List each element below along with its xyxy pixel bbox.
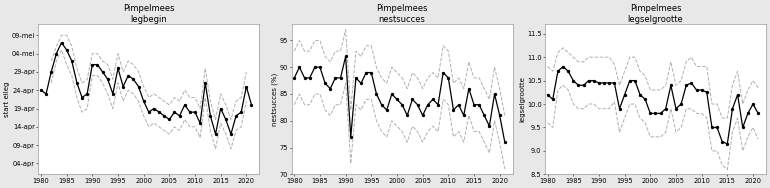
Y-axis label: legselgrootte: legselgrootte <box>520 76 525 122</box>
Title: Pimpelmees
legbegin: Pimpelmees legbegin <box>123 4 175 24</box>
Y-axis label: start eileg: start eileg <box>4 82 10 117</box>
Y-axis label: nestsucces (%): nestsucces (%) <box>272 73 279 126</box>
Title: Pimpelmees
nestsucces: Pimpelmees nestsucces <box>377 4 428 24</box>
Title: Pimpelmees
legselgrootte: Pimpelmees legselgrootte <box>628 4 683 24</box>
